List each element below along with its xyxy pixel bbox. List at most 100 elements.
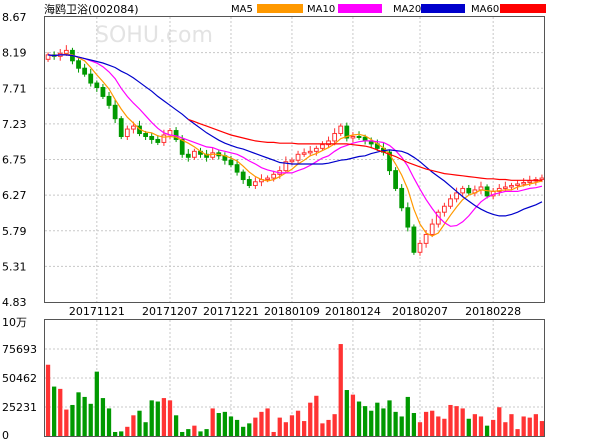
volume-bar [125, 426, 130, 436]
volume-bar [369, 410, 374, 436]
price-tick-label: 7.23 [2, 118, 27, 131]
volume-bar [405, 396, 410, 436]
volume-bar [100, 398, 106, 436]
volume-bar [308, 402, 313, 436]
candle-body [423, 233, 429, 244]
candle [509, 182, 514, 191]
candle-body [185, 153, 191, 158]
volume-bar [472, 414, 478, 436]
volume-bar [204, 429, 209, 436]
candle [399, 184, 405, 212]
volume-bar [436, 416, 441, 436]
candle [454, 187, 459, 203]
volume-bar [350, 394, 356, 436]
candle [82, 63, 88, 77]
candle [429, 218, 435, 238]
volume-bar [137, 410, 142, 436]
candle-body [228, 159, 234, 166]
volume-bar [393, 411, 398, 436]
candle-body [265, 177, 270, 181]
volume-bar [106, 408, 112, 436]
volume-bar [381, 408, 386, 436]
candle-body [76, 60, 81, 69]
volume-bar [52, 386, 57, 436]
candle [460, 185, 466, 198]
volume-bar [448, 404, 453, 436]
candle-body [509, 184, 514, 188]
date-tick-label: 20180207 [392, 305, 448, 318]
candle-body [387, 151, 392, 172]
volume-bar [265, 408, 270, 436]
candle [246, 176, 252, 189]
volume-bar [454, 406, 459, 436]
price-tick-label: 7.71 [2, 82, 27, 95]
volume-bar [222, 411, 228, 436]
candle-body [527, 180, 533, 184]
volume-bar [460, 408, 465, 436]
legend-label-ma5: MA5 [231, 4, 253, 15]
legend-swatch-ma10 [338, 4, 382, 13]
volume-bar [277, 417, 282, 436]
volume-bar [173, 415, 179, 436]
candle [149, 133, 155, 144]
volume-bar [271, 431, 276, 436]
candle-body [405, 207, 411, 228]
candle-body [88, 73, 94, 84]
candle-body [338, 125, 344, 135]
legend-swatch-ma5 [257, 4, 303, 13]
volume-bar [70, 404, 75, 436]
price-panel-frame [44, 16, 545, 303]
price-tick-label: 6.27 [2, 189, 27, 202]
candle [118, 116, 124, 140]
candle [94, 80, 100, 92]
candle [338, 123, 344, 137]
candle [466, 184, 472, 196]
volume-bar [375, 402, 380, 436]
volume-bar [484, 425, 490, 436]
volume-bar [228, 416, 234, 436]
candle-body [454, 192, 459, 200]
price-tick-label: 5.31 [2, 260, 27, 273]
date-tick-label: 20180124 [325, 305, 381, 318]
legend-label-ma10: MA10 [307, 4, 335, 15]
volume-bar [466, 418, 471, 436]
date-tick-label: 20180228 [465, 305, 521, 318]
volume-tick-label: 25231 [2, 401, 37, 414]
volume-bar [216, 413, 221, 436]
volume-bar [491, 419, 496, 436]
candle-body [161, 134, 167, 143]
candle-body [326, 140, 331, 146]
candle-body [515, 183, 520, 186]
volume-bar [149, 400, 154, 436]
legend-swatch-ma20 [421, 4, 465, 13]
candle-body [448, 198, 453, 207]
candle [344, 122, 350, 142]
price-axis: 8.67 8.19 7.71 7.23 6.75 6.27 5.79 5.31 4.83 [2, 11, 27, 309]
volume-bar [88, 403, 93, 436]
candle-body [442, 205, 447, 213]
candle-body [313, 147, 319, 152]
candle [240, 169, 246, 184]
candle [185, 149, 191, 162]
candle-body [393, 170, 399, 189]
volume-bar [192, 425, 197, 436]
candle-body [112, 104, 118, 120]
candle-body [143, 133, 149, 137]
candle-body [106, 95, 112, 106]
candle [448, 194, 453, 209]
price-tick-label: 6.75 [2, 154, 27, 167]
candle-body [460, 187, 466, 194]
volume-tick-label: 0 [2, 429, 9, 440]
volume-bar [515, 429, 520, 436]
candle [393, 167, 399, 192]
volume-bar [478, 416, 484, 436]
candle-body [332, 133, 338, 142]
ma-line-ma10 [47, 54, 543, 227]
volume-bar [497, 407, 502, 436]
candle-body [94, 82, 100, 89]
candle-body [124, 128, 130, 137]
candle [326, 136, 331, 149]
volume-bars [45, 344, 545, 436]
candle [320, 141, 325, 151]
